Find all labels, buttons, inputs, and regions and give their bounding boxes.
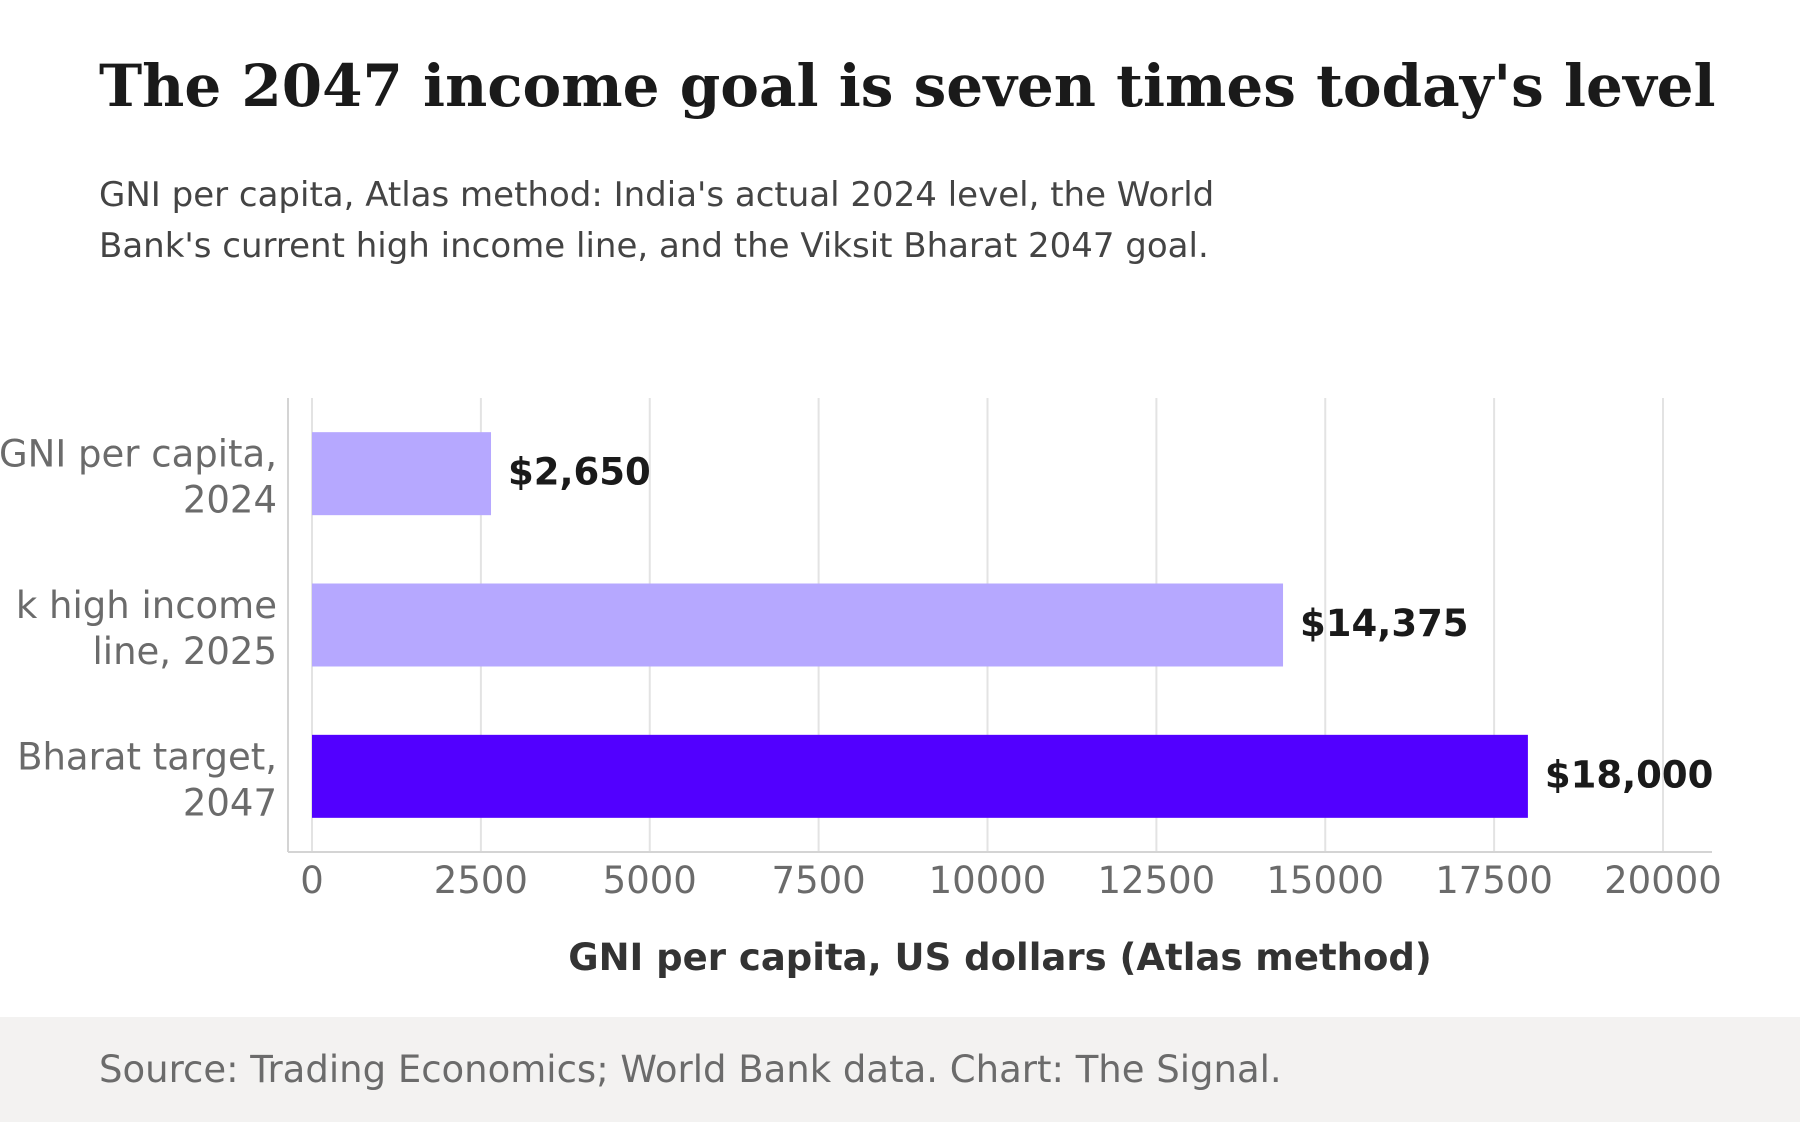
source-note: Source: Trading Economics; World Bank da… bbox=[99, 1048, 1282, 1091]
category-label: GNI per capita, 2024 bbox=[0, 433, 277, 522]
x-tick-label: 5000 bbox=[603, 859, 697, 902]
value-label: $18,000 bbox=[1545, 753, 1714, 796]
category-label: Bharat target, 2047 bbox=[17, 735, 277, 824]
bar bbox=[312, 734, 1528, 818]
bar bbox=[312, 583, 1284, 667]
x-tick-label: 0 bbox=[300, 859, 324, 902]
bar bbox=[312, 432, 492, 516]
x-tick-label: 2500 bbox=[434, 859, 528, 902]
x-tick-label: 7500 bbox=[772, 859, 866, 902]
category-labels: GNI per capita, 2024 k high income line, 20… bbox=[0, 433, 277, 825]
x-tick-label: 17500 bbox=[1435, 859, 1553, 902]
category-label-line: 2047 bbox=[183, 781, 277, 824]
value-labels: $2,650 $14,375 $18,000 bbox=[508, 451, 1713, 797]
chart-title: The 2047 income goal is seven times toda… bbox=[99, 52, 1716, 120]
x-tick-labels: 0 2500 5000 7500 10000 12500 15000 17500 20000 bbox=[300, 859, 1722, 902]
bar-chart: $2,650 $14,375 $18,000 GNI per capita, 2024… bbox=[0, 398, 1722, 979]
category-label: k high income line, 2025 bbox=[16, 584, 277, 673]
category-label-line: line, 2025 bbox=[93, 630, 277, 673]
x-tick-label: 12500 bbox=[1098, 859, 1216, 902]
bars bbox=[312, 432, 1528, 818]
category-label-line: 2024 bbox=[183, 479, 277, 522]
value-label: $2,650 bbox=[508, 451, 651, 494]
x-axis-title: GNI per capita, US dollars (Atlas method… bbox=[568, 936, 1432, 979]
category-label-line: Bharat target, bbox=[17, 735, 277, 778]
x-tick-label: 20000 bbox=[1604, 859, 1722, 902]
x-tick-label: 15000 bbox=[1266, 859, 1384, 902]
category-label-line: GNI per capita, bbox=[0, 433, 277, 476]
x-tick-label: 10000 bbox=[929, 859, 1047, 902]
chart-subtitle: GNI per capita, Atlas method: India's ac… bbox=[99, 175, 1215, 266]
category-label-line: k high income bbox=[16, 584, 277, 627]
footer: Source: Trading Economics; World Bank da… bbox=[0, 1017, 1800, 1122]
axes bbox=[287, 398, 1712, 853]
value-label: $14,375 bbox=[1300, 602, 1469, 645]
